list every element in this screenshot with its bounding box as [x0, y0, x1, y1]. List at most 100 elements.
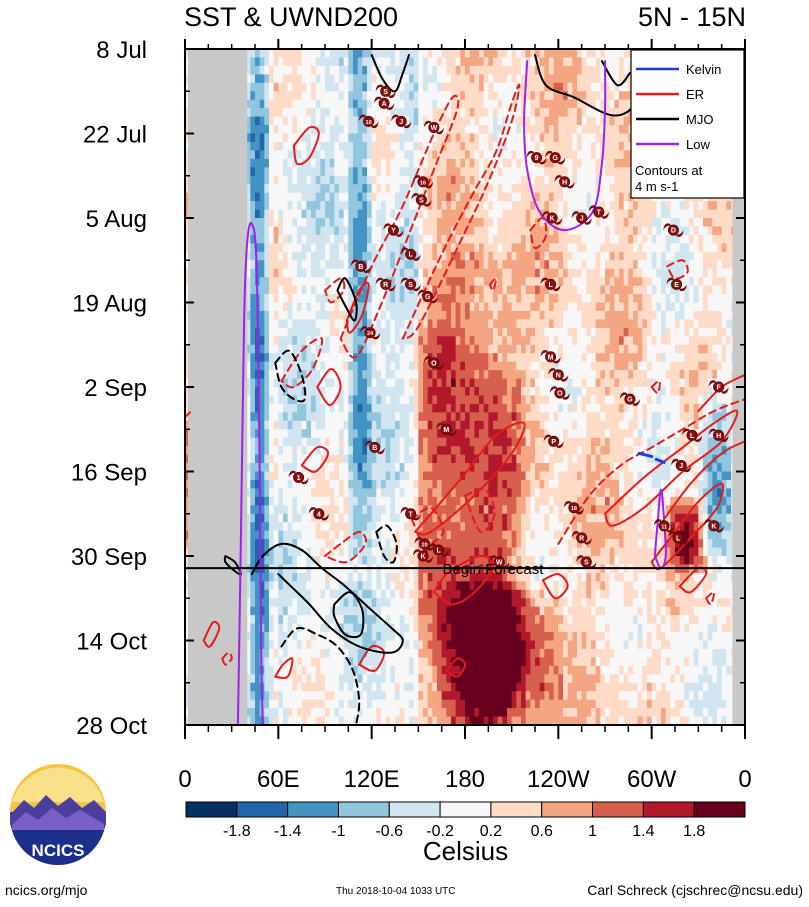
heatmap-cell — [245, 699, 251, 709]
heatmap-cell — [362, 420, 368, 430]
heatmap-cell — [367, 632, 373, 642]
heatmap-cell — [399, 294, 405, 304]
heatmap-cell — [297, 429, 303, 439]
heatmap-cell — [306, 327, 312, 337]
heatmap-cell — [413, 623, 419, 633]
heatmap-cell — [404, 471, 410, 481]
heatmap-cell — [441, 378, 447, 388]
heatmap-cell — [264, 277, 270, 287]
heatmap-cell — [259, 82, 265, 92]
heatmap-cell — [269, 91, 275, 101]
heatmap-cell — [264, 657, 270, 667]
heatmap-cell — [306, 437, 312, 447]
heatmap-cell — [423, 65, 429, 75]
heatmap-cell — [343, 209, 349, 219]
heatmap-cell — [315, 150, 321, 160]
heatmap-cell — [329, 108, 335, 118]
heatmap-cell — [376, 429, 382, 439]
heatmap-cell — [441, 589, 447, 599]
heatmap-cell — [460, 234, 466, 244]
heatmap-cell — [259, 99, 265, 109]
heatmap-cell — [413, 572, 419, 582]
heatmap-cell — [353, 302, 359, 312]
heatmap-cell — [423, 361, 429, 371]
heatmap-cell — [325, 141, 331, 151]
heatmap-cell — [399, 268, 405, 278]
heatmap-cell — [339, 82, 345, 92]
heatmap-cell — [390, 572, 396, 582]
heatmap-cell — [292, 496, 298, 506]
heatmap-cell — [432, 429, 438, 439]
heatmap-cell — [413, 640, 419, 650]
heatmap-cell — [469, 192, 475, 202]
heatmap-cell — [353, 648, 359, 658]
heatmap-cell — [297, 150, 303, 160]
heatmap-cell — [292, 226, 298, 236]
heatmap-cell — [451, 133, 457, 143]
heatmap-cell — [362, 150, 368, 160]
heatmap-cell — [297, 505, 303, 515]
heatmap-cell — [339, 615, 345, 625]
heatmap-cell — [367, 522, 373, 532]
heatmap-cell — [273, 682, 279, 692]
heatmap-cell — [320, 463, 326, 473]
heatmap-cell — [381, 496, 387, 506]
heatmap-cell — [273, 268, 279, 278]
heatmap-cell — [264, 108, 270, 118]
heatmap-cell — [455, 150, 461, 160]
heatmap-cell — [404, 141, 410, 151]
heatmap-cell — [320, 606, 326, 616]
heatmap-cell — [273, 302, 279, 312]
heatmap-cell — [437, 141, 443, 151]
heatmap-cell — [320, 598, 326, 608]
heatmap-cell — [278, 158, 284, 168]
heatmap-cell — [432, 581, 438, 591]
heatmap-cell — [409, 57, 415, 67]
heatmap-cell — [381, 260, 387, 270]
heatmap-cell — [311, 319, 317, 329]
heatmap-cell — [292, 522, 298, 532]
heatmap-cell — [273, 336, 279, 346]
heatmap-cell — [423, 581, 429, 591]
heatmap-cell — [385, 437, 391, 447]
heatmap-cell — [451, 344, 457, 354]
heatmap-cell — [455, 463, 461, 473]
heatmap-cell — [278, 91, 284, 101]
heatmap-cell — [278, 488, 284, 498]
heatmap-cell — [474, 353, 480, 363]
heatmap-cell — [469, 395, 475, 405]
heatmap-cell — [334, 251, 340, 261]
heatmap-cell — [185, 74, 191, 84]
heatmap-cell — [353, 277, 359, 287]
heatmap-cell — [264, 606, 270, 616]
heatmap-cell — [185, 184, 191, 194]
heatmap-cell — [418, 429, 424, 439]
heatmap-cell — [306, 91, 312, 101]
heatmap-cell — [320, 353, 326, 363]
heatmap-cell — [451, 530, 457, 540]
heatmap-cell — [367, 57, 373, 67]
heatmap-cell — [320, 260, 326, 270]
heatmap-cell — [311, 158, 317, 168]
heatmap-cell — [348, 454, 354, 464]
heatmap-cell — [367, 336, 373, 346]
heatmap-cell — [353, 82, 359, 92]
heatmap-cell — [329, 192, 335, 202]
heatmap-cell — [395, 623, 401, 633]
heatmap-cell — [446, 665, 452, 675]
heatmap-cell — [343, 691, 349, 701]
heatmap-cell — [451, 598, 457, 608]
heatmap-cell — [269, 615, 275, 625]
heatmap-cell — [250, 201, 256, 211]
heatmap-cell — [348, 640, 354, 650]
heatmap-cell — [311, 505, 317, 515]
heatmap-cell — [329, 260, 335, 270]
heatmap-cell — [273, 285, 279, 295]
heatmap-cell — [399, 125, 405, 135]
heatmap-cell — [413, 370, 419, 380]
heatmap-cell — [385, 302, 391, 312]
heatmap-cell — [269, 344, 275, 354]
heatmap-cell — [399, 606, 405, 616]
heatmap-cell — [311, 699, 317, 709]
heatmap-cell — [306, 184, 312, 194]
